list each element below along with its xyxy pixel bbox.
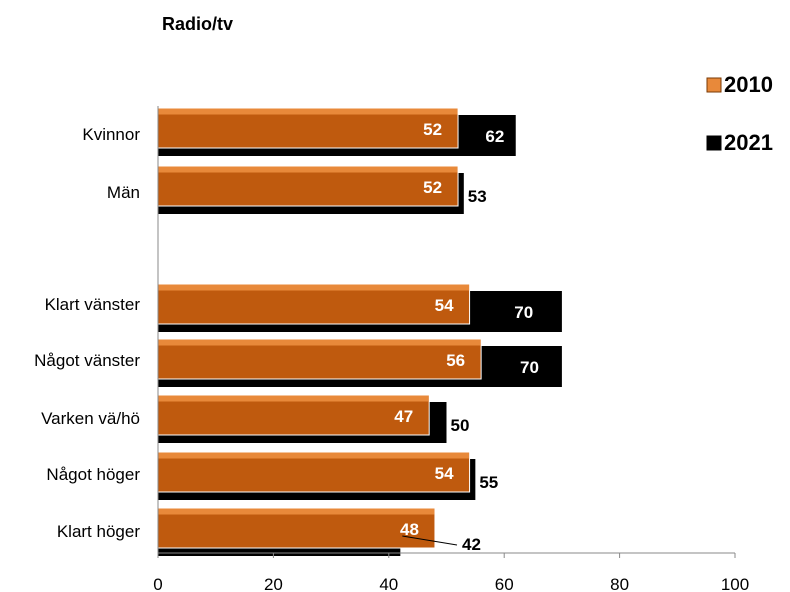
value-label-2010: 56 [446,351,465,370]
bar-2010-highlight [158,395,429,402]
value-label-2021: 70 [514,303,533,322]
bar-2010 [157,451,471,493]
bar-2010-highlight [158,508,435,515]
value-label-2021: 62 [485,127,504,146]
bar-2010-highlight [158,452,470,459]
axes: 0 20 40 60 80 100 [153,106,749,592]
value-label-2021: 42 [462,535,481,554]
category-label: Män [107,183,140,202]
x-tick-label: 0 [153,575,162,592]
bar-2010-highlight [158,108,458,115]
chart-title: Radio/tv [162,14,233,34]
value-label-2010: 52 [423,120,442,139]
bars [157,107,562,556]
value-label-2021: 70 [520,358,539,377]
x-tick-label: 20 [264,575,283,592]
x-tick-label: 40 [379,575,398,592]
value-label-2010: 47 [394,407,413,426]
category-label: Klart höger [57,522,140,541]
labels: Kvinnor 52 62 Män 52 53 Klart vänster 54 70 Något… [34,120,539,554]
bar-2010-highlight [158,166,458,173]
value-label-2021: 53 [468,187,487,206]
legend-label-2010: 2010 [724,72,773,97]
value-label-2010: 54 [435,296,454,315]
category-label: Varken vä/hö [41,409,140,428]
category-label: Kvinnor [82,125,140,144]
category-label: Något höger [46,465,140,484]
legend-swatch-2010 [706,77,722,93]
value-label-2010: 52 [423,178,442,197]
x-tick-label: 80 [610,575,629,592]
legend-label-2021: 2021 [724,130,773,155]
leader-line [402,535,458,546]
legend-swatch-2021 [706,135,722,151]
bar-2010-highlight [158,284,470,291]
bar-2010 [157,338,482,380]
x-tick-label: 60 [495,575,514,592]
value-label-2010: 48 [400,520,419,539]
x-tick-label: 100 [721,575,749,592]
category-label: Klart vänster [45,295,141,314]
bar-2010 [157,107,459,149]
bar-2010-highlight [158,339,481,346]
bar-2010 [157,394,430,436]
bar-2010 [157,283,471,325]
category-label: Något vänster [34,351,140,370]
bar-2010 [157,507,436,549]
value-label-2010: 54 [435,464,454,483]
value-label-2021: 50 [451,416,470,435]
value-label-2021: 55 [479,473,498,492]
legend: 2010 2021 [706,72,773,155]
